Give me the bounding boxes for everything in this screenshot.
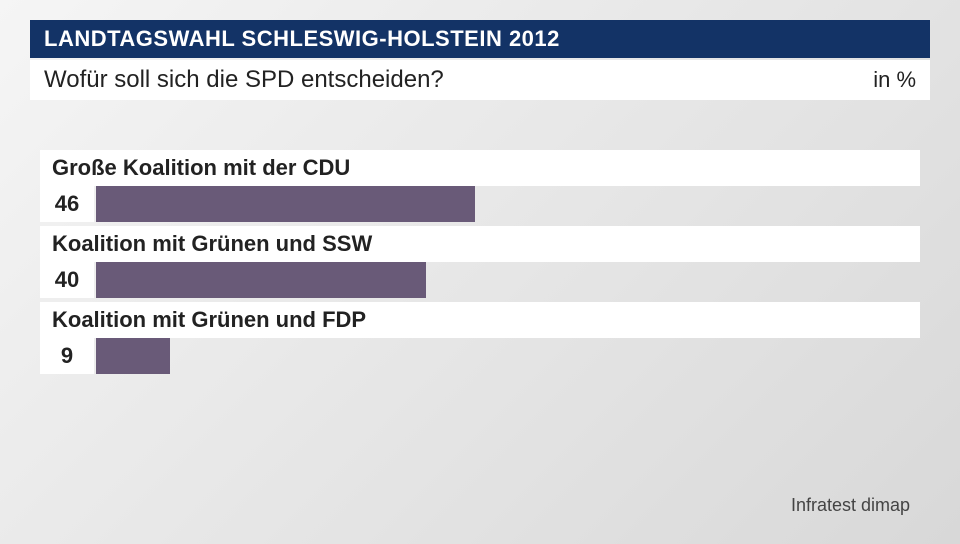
bar-track	[96, 338, 920, 374]
bar-chart: Große Koalition mit der CDU 46 Koalition…	[30, 150, 930, 374]
subtitle-text: Wofür soll sich die SPD entscheiden?	[44, 66, 444, 94]
unit-label: in %	[873, 67, 916, 93]
bar-group: Koalition mit Grünen und FDP 9	[40, 302, 920, 374]
bar-value: 46	[40, 186, 94, 222]
source-label: Infratest dimap	[791, 495, 910, 516]
bar-label: Koalition mit Grünen und SSW	[40, 226, 920, 262]
bar-row: 9	[40, 338, 920, 374]
bar-row: 46	[40, 186, 920, 222]
bar-value: 40	[40, 262, 94, 298]
bar-fill	[96, 338, 170, 374]
bar-track	[96, 186, 920, 222]
bar-label: Koalition mit Grünen und FDP	[40, 302, 920, 338]
bar-fill	[96, 262, 426, 298]
bar-group: Große Koalition mit der CDU 46	[40, 150, 920, 222]
bar-fill	[96, 186, 475, 222]
subtitle-row: Wofür soll sich die SPD entscheiden? in …	[30, 60, 930, 100]
bar-row: 40	[40, 262, 920, 298]
bar-label: Große Koalition mit der CDU	[40, 150, 920, 186]
header-title: LANDTAGSWAHL SCHLESWIG-HOLSTEIN 2012	[30, 20, 930, 58]
bar-value: 9	[40, 338, 94, 374]
bar-group: Koalition mit Grünen und SSW 40	[40, 226, 920, 298]
bar-track	[96, 262, 920, 298]
